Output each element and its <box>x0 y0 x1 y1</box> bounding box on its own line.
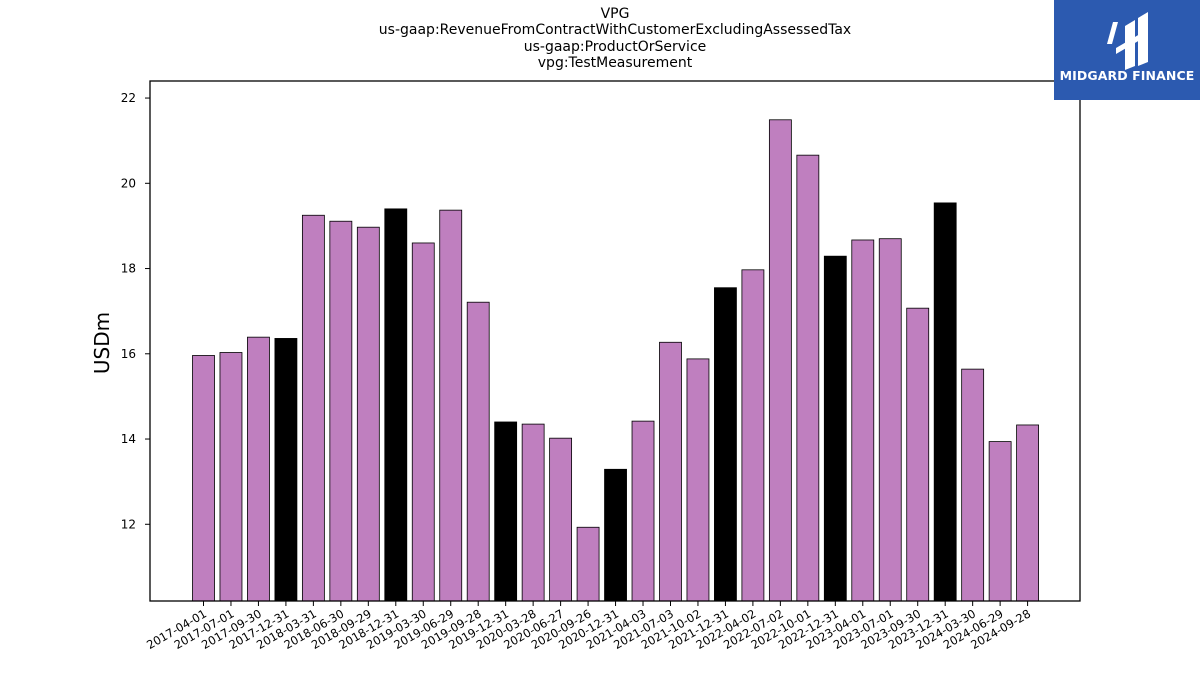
bar-2018-09-29 <box>356 226 380 602</box>
y-tick-label: 14 <box>121 432 136 446</box>
bars-group <box>192 119 1039 602</box>
bar-2019-09-28 <box>466 301 490 602</box>
y-axis-label: USDm <box>90 312 114 374</box>
chart-title-line-4: vpg:TestMeasurement <box>537 55 693 72</box>
bar-2021-07-03 <box>659 341 682 602</box>
bar-2024-03-30 <box>961 368 985 602</box>
bar-2020-06-27 <box>549 437 573 602</box>
bar-2020-09-26 <box>576 526 600 602</box>
bar-2022-04-02 <box>741 269 765 602</box>
bar-2018-03-31 <box>301 214 325 602</box>
bar-2024-06-29 <box>988 441 1012 602</box>
bar-2020-12-31 <box>604 468 627 602</box>
bar-2022-07-02 <box>768 119 792 602</box>
bar-2022-12-31 <box>823 255 847 602</box>
bar-2018-12-31 <box>384 208 408 602</box>
plot-frame <box>149 80 1081 602</box>
chart-title-line-2: us-gaap:RevenueFromContractWithCustomerE… <box>378 22 852 39</box>
chart-title: VPG us-gaap:RevenueFromContractWithCusto… <box>0 6 1200 72</box>
bar-2017-09-30 <box>247 336 270 602</box>
bar-2021-10-02 <box>686 358 710 602</box>
bar-2023-12-31 <box>933 202 957 602</box>
logo-wordmark: MIDGARD FINANCE <box>1059 68 1195 83</box>
y-tick-label: 16 <box>121 347 136 361</box>
bar-2021-12-31 <box>714 287 737 602</box>
bar-2023-04-01 <box>851 239 875 602</box>
bar-2019-12-31 <box>494 421 518 602</box>
bar-2017-07-01 <box>219 352 243 602</box>
y-tick-label: 20 <box>121 176 136 190</box>
bar-2023-09-30 <box>906 307 930 602</box>
chart-title-line-3: us-gaap:ProductOrService <box>523 38 707 55</box>
y-tick-label: 18 <box>121 262 136 276</box>
x-axis: 2017-04-012017-07-012017-09-302017-12-31… <box>144 601 1033 652</box>
bar-2019-06-29 <box>439 209 463 602</box>
midgard-logo-icon <box>1107 12 1148 70</box>
bar-2018-06-30 <box>329 220 353 602</box>
bar-2019-03-30 <box>411 242 435 602</box>
bar-2021-04-03 <box>631 420 655 602</box>
bar-2017-04-01 <box>192 355 215 602</box>
chart-title-line-1: VPG <box>600 6 630 22</box>
midgard-finance-logo: MIDGARD FINANCE <box>1054 0 1200 100</box>
bar-2023-07-01 <box>878 238 902 602</box>
bar-2022-10-01 <box>796 154 820 602</box>
bar-2017-12-31 <box>274 338 298 602</box>
bar-2020-03-28 <box>521 423 545 602</box>
y-tick-label: 12 <box>121 517 136 531</box>
y-tick-label: 22 <box>121 91 136 105</box>
y-axis: 12 14 16 18 20 22 <box>121 91 150 531</box>
bar-2024-09-28 <box>1016 424 1039 602</box>
